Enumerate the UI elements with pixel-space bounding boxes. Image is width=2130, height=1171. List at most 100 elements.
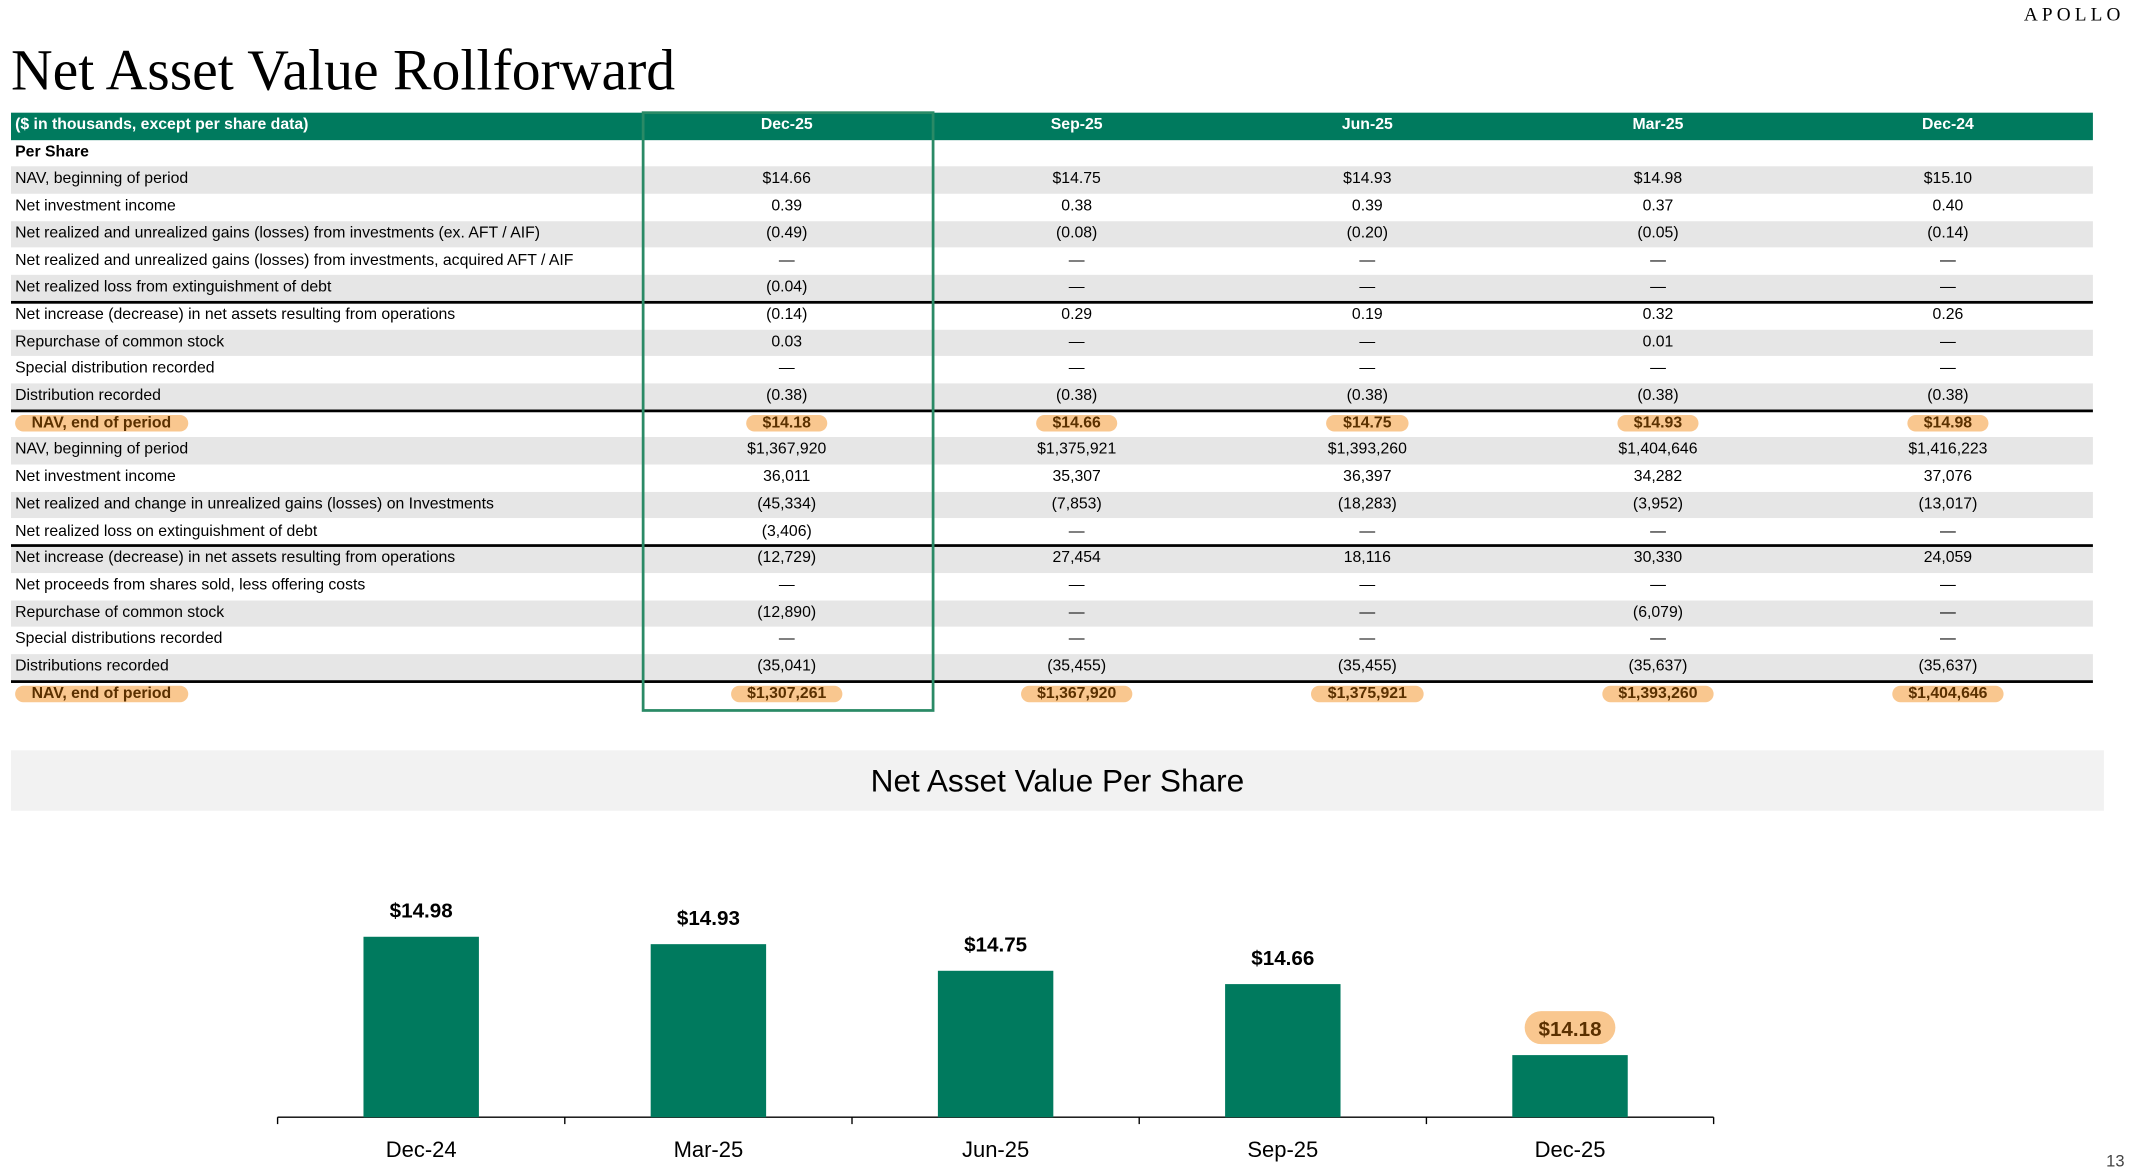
value-text: $14.98 (1633, 170, 1683, 188)
row-band (10, 329, 2093, 357)
row-label: Net increase (decrease) in net assets re… (15, 546, 455, 573)
column-header: Dec-25 (760, 116, 813, 134)
data-label: $14.66 (1251, 947, 1314, 970)
value-text: (0.49) (766, 225, 808, 242)
table-value: 0.29 (932, 302, 1222, 329)
value-text: — (1650, 252, 1666, 269)
value-text: — (1068, 252, 1085, 269)
value-text: $15.10 (1923, 170, 1973, 188)
table-value: $15.10 (1803, 167, 2093, 194)
row-label-text: Net realized and change in unrealized ga… (15, 495, 494, 513)
table-value: 0.38 (932, 194, 1222, 221)
table-value: 34,282 (1513, 465, 1803, 492)
value-text: — (1650, 279, 1666, 296)
table-value: $14.75 (1222, 410, 1513, 437)
value-text: (0.04) (766, 279, 808, 296)
table-value: $1,393,260 (1513, 681, 1803, 708)
value-text: $1,393,260 (1601, 685, 1715, 702)
table-value: $1,416,223 (1803, 438, 2093, 465)
row-band (10, 491, 2093, 519)
value-text: 0.01 (1642, 333, 1674, 350)
table-value: (0.38) (642, 383, 932, 410)
table-value: 30,330 (1513, 546, 1803, 573)
value-text: — (1359, 252, 1376, 269)
row-label-text: Net realized and unrealized gains (losse… (15, 225, 541, 242)
value-text: (35,455) (1047, 658, 1107, 675)
row-label: NAV, end of period (15, 410, 188, 437)
table-value: 0.26 (1803, 302, 2093, 329)
table-value: — (932, 573, 1222, 600)
value-text: (0.05) (1637, 225, 1679, 242)
table-value: — (642, 627, 932, 654)
table-value: — (1222, 329, 1513, 356)
row-band (10, 599, 2093, 628)
row-label-text: Repurchase of common stock (15, 604, 225, 621)
page-number: 13 (2106, 1151, 2125, 1171)
bar (1512, 1055, 1628, 1118)
row-label-text: Net investment income (15, 198, 176, 215)
row-label-text: Special distribution recorded (15, 360, 215, 377)
row-label: Special distributions recorded (15, 627, 222, 654)
value-text: $14.75 (1326, 414, 1408, 432)
table-value: (0.04) (642, 275, 932, 302)
value-text: 0.19 (1351, 306, 1383, 323)
value-text: — (1068, 631, 1085, 648)
table-value: 37,076 (1803, 465, 2093, 492)
table-value: $1,307,261 (642, 681, 932, 708)
table-value: (0.08) (932, 221, 1222, 248)
value-text: (0.08) (1056, 225, 1098, 242)
row-label: Repurchase of common stock (15, 600, 224, 627)
row-label-text: NAV, end of period (15, 685, 188, 702)
value-text: (12,729) (757, 549, 817, 567)
table-value: $1,404,646 (1513, 438, 1803, 465)
value-text: $1,404,646 (1618, 441, 1698, 459)
value-text: (35,455) (1337, 658, 1397, 675)
table-value: — (932, 356, 1222, 383)
row-label: NAV, beginning of period (15, 438, 188, 465)
table-value: 0.19 (1222, 302, 1513, 329)
table-value: $14.66 (932, 410, 1222, 437)
value-text: (18,283) (1337, 495, 1397, 513)
value-text: — (1068, 333, 1085, 350)
value-text: (0.38) (1927, 387, 1969, 405)
table-value: (45,334) (642, 492, 932, 519)
row-label: Net increase (decrease) in net assets re… (15, 302, 455, 329)
value-text: 27,454 (1052, 549, 1101, 567)
table-value: — (1803, 248, 2093, 275)
value-text: $1,375,921 (1311, 685, 1424, 702)
row-label-text: NAV, beginning of period (15, 170, 189, 188)
column-header: Dec-24 (1922, 116, 1974, 134)
x-tick-label: Jun-25 (962, 1137, 1029, 1162)
value-text: 0.37 (1642, 198, 1674, 215)
logo: APOLLO (2023, 5, 2125, 27)
column-header: ($ in thousands, except per share data) (15, 116, 309, 134)
value-text: (0.38) (1637, 387, 1679, 405)
table-value: — (1803, 519, 2093, 546)
value-text: 0.32 (1642, 306, 1674, 323)
value-text: $1,404,646 (1891, 685, 2004, 702)
row-band (10, 166, 2093, 194)
bar-chart: $14.98 Dec-24 $14.93 Mar-25 $14.75 Jun-25 $14.… (276, 900, 1715, 1162)
table-value: — (1513, 275, 1803, 302)
row-rule (10, 679, 2093, 683)
value-text: (0.38) (766, 387, 808, 405)
value-text: 24,059 (1923, 549, 1973, 567)
value-text: — (1359, 333, 1376, 350)
value-text: $1,307,261 (730, 685, 843, 702)
table-value: — (1513, 356, 1803, 383)
table-value: — (1222, 519, 1513, 546)
table-value: (0.38) (1803, 383, 2093, 410)
table-value: (12,729) (642, 546, 932, 573)
page-title: Net Asset Value Rollforward (10, 39, 676, 104)
row-band (10, 654, 2093, 682)
value-text: — (778, 577, 795, 594)
row-label-text: Net increase (decrease) in net assets re… (15, 549, 456, 567)
table-value: $14.98 (1803, 410, 2093, 437)
value-text: — (1650, 360, 1666, 377)
x-tick-label: Dec-25 (1535, 1137, 1606, 1162)
data-label: $14.75 (964, 934, 1027, 957)
value-text: $14.93 (1343, 170, 1392, 188)
row-label: Distributions recorded (15, 654, 169, 681)
row-label-text: Special distributions recorded (15, 631, 223, 648)
value-text: $14.93 (1617, 414, 1699, 432)
